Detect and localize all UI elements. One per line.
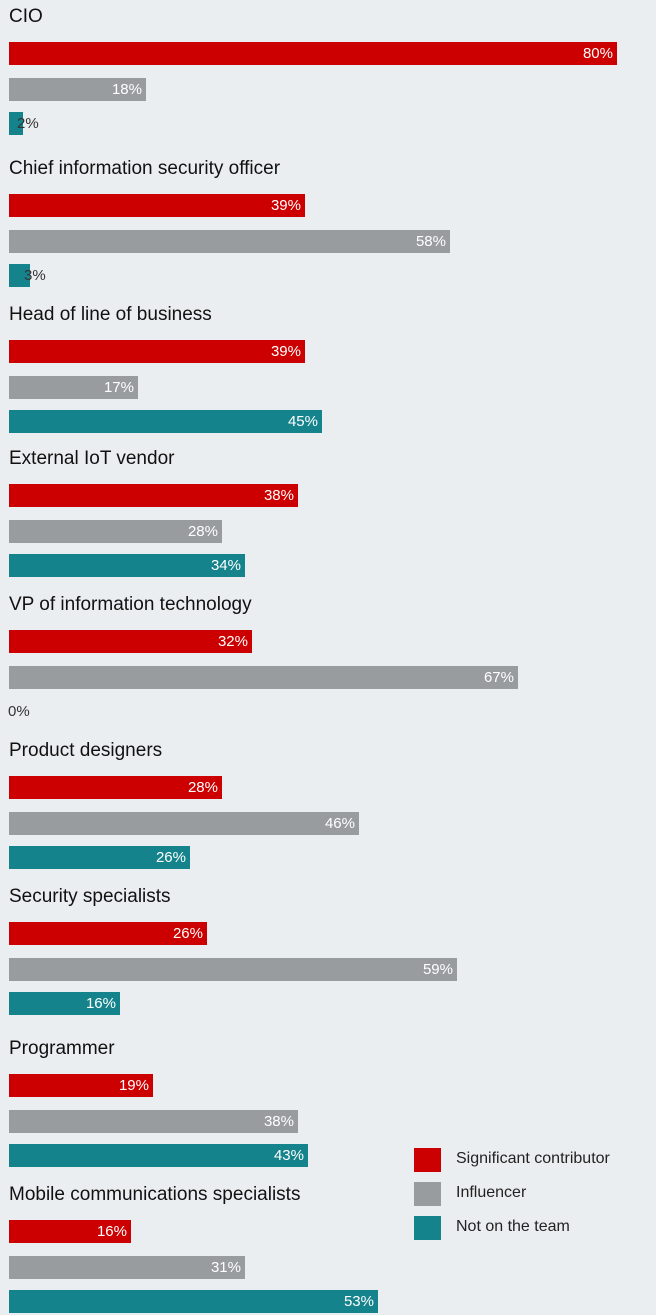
legend-item: Significant contributor [414,1148,654,1174]
data-label: 19% [118,1077,149,1094]
bar: 26% [9,922,207,945]
data-label: 32% [217,633,248,650]
bar: 53% [9,1290,378,1313]
data-label: 80% [582,45,613,62]
bar: 39% [9,194,305,217]
data-label: 46% [324,815,355,832]
legend-swatch [414,1216,441,1240]
data-label: 17% [103,379,134,396]
data-label: 67% [483,669,514,686]
data-label: 3% [24,267,46,284]
category-label: Mobile communications specialists [9,1184,301,1205]
bar: 80% [9,42,617,65]
data-label: 39% [270,197,301,214]
data-label: 26% [172,925,203,942]
category-label: CIO [9,6,43,27]
bar: 31% [9,1256,245,1279]
data-label: 59% [422,961,453,978]
legend-label: Significant contributor [456,1150,610,1167]
legend-swatch [414,1182,441,1206]
category-label: VP of information technology [9,594,252,615]
bar: 43% [9,1144,308,1167]
bar: 18% [9,78,146,101]
category-label: Chief information security officer [9,158,281,179]
category-label: Product designers [9,740,163,761]
bar: 28% [9,520,222,543]
bar: 19% [9,1074,153,1097]
bar: 45% [9,410,322,433]
bar: 67% [9,666,518,689]
data-label: 0% [8,703,30,720]
data-label: 31% [210,1259,241,1276]
legend-label: Influencer [456,1184,527,1201]
legend-label: Not on the team [456,1218,570,1235]
bar: 26% [9,846,190,869]
data-label: 16% [85,995,116,1012]
bar: 46% [9,812,359,835]
category-label: Security specialists [9,886,171,907]
data-label: 45% [287,413,318,430]
category-label: Programmer [9,1038,115,1059]
legend-item: Influencer [414,1182,654,1208]
data-label: 53% [343,1293,374,1310]
bar: 16% [9,992,120,1015]
legend-item: Not on the team [414,1216,654,1242]
data-label: 43% [273,1147,304,1164]
bar: 59% [9,958,457,981]
bar: 2% [9,112,39,135]
data-label: 58% [415,233,446,250]
data-label: 2% [17,115,39,132]
data-label: 26% [155,849,186,866]
bar: 32% [9,630,252,653]
data-label: 28% [187,523,218,540]
legend-swatch [414,1148,441,1172]
bar: 38% [9,484,298,507]
data-label: 38% [263,1113,294,1130]
data-label: 28% [187,779,218,796]
category-label: External IoT vendor [9,448,175,469]
category-label: Head of line of business [9,304,212,325]
data-label: 16% [96,1223,127,1240]
data-label: 18% [111,81,142,98]
bar: 28% [9,776,222,799]
bar: 58% [9,230,450,253]
data-label: 38% [263,487,294,504]
data-label: 39% [270,343,301,360]
bar: 3% [9,264,46,287]
bar: 16% [9,1220,131,1243]
data-label: 34% [210,557,241,574]
bar: 38% [9,1110,298,1133]
bar: 34% [9,554,245,577]
bar: 17% [9,376,138,399]
bar: 39% [9,340,305,363]
